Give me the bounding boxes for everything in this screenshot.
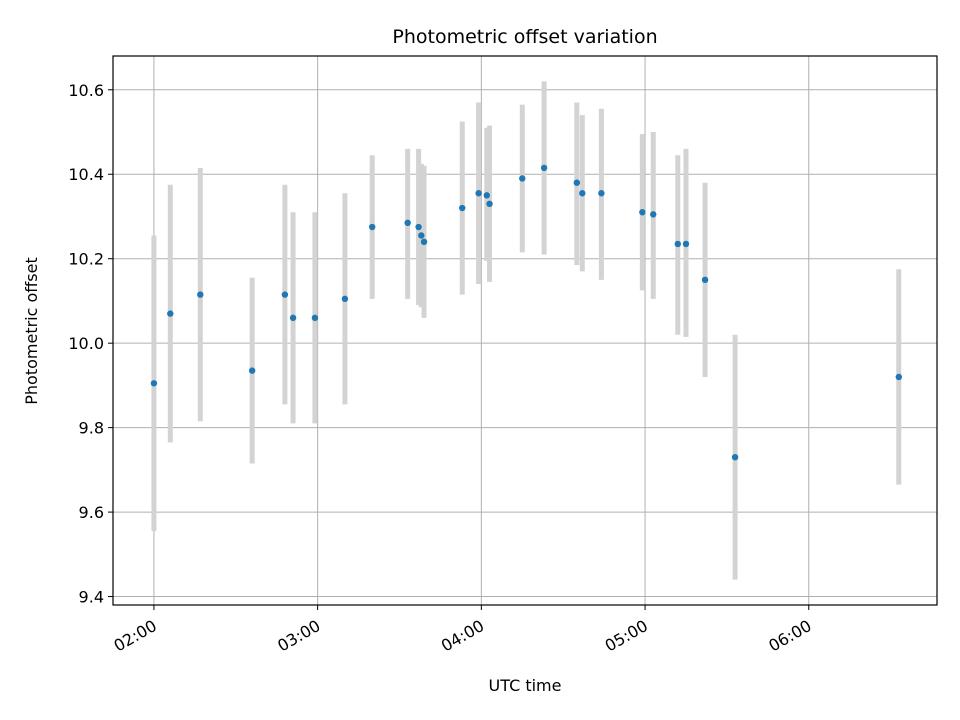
- y-tick-label: 9.8: [79, 419, 104, 438]
- data-point: [475, 190, 482, 197]
- data-point: [150, 380, 158, 387]
- data-point: [598, 190, 605, 197]
- data-point: [420, 238, 428, 246]
- data-point: [415, 223, 422, 231]
- y-tick-label: 9.4: [79, 588, 104, 607]
- x-axis-label: UTC time: [489, 676, 562, 695]
- data-point: [519, 175, 526, 182]
- data-point: [674, 240, 681, 248]
- y-tick-label: 10.6: [68, 81, 104, 100]
- data-point: [167, 310, 174, 317]
- y-tick-label: 10.0: [68, 334, 104, 353]
- y-tick-label: 9.6: [79, 503, 104, 522]
- data-point: [341, 295, 349, 303]
- y-tick-label: 10.4: [68, 165, 104, 184]
- data-point: [540, 164, 548, 172]
- plot-frame: [112, 55, 938, 606]
- data-point: [579, 190, 586, 197]
- y-axis-label: Photometric offset: [22, 257, 41, 405]
- data-point: [418, 232, 425, 239]
- data-point: [369, 223, 376, 231]
- y-tick-label: 10.2: [68, 250, 104, 269]
- data-point: [248, 367, 256, 374]
- data-point: [682, 240, 690, 248]
- data-point: [731, 453, 739, 461]
- data-point: [895, 373, 903, 381]
- data-point: [483, 192, 491, 199]
- data-point: [701, 276, 709, 284]
- data-point: [281, 291, 289, 298]
- data-point: [289, 314, 297, 322]
- data-point: [404, 219, 411, 227]
- data-point: [459, 204, 466, 212]
- data-point: [650, 211, 657, 218]
- data-point: [639, 209, 646, 216]
- data-points: [150, 164, 903, 461]
- data-point: [573, 179, 581, 186]
- data-point: [311, 314, 319, 322]
- data-point: [197, 291, 204, 298]
- data-point: [486, 200, 493, 208]
- chart-title: Photometric offset variation: [392, 26, 657, 48]
